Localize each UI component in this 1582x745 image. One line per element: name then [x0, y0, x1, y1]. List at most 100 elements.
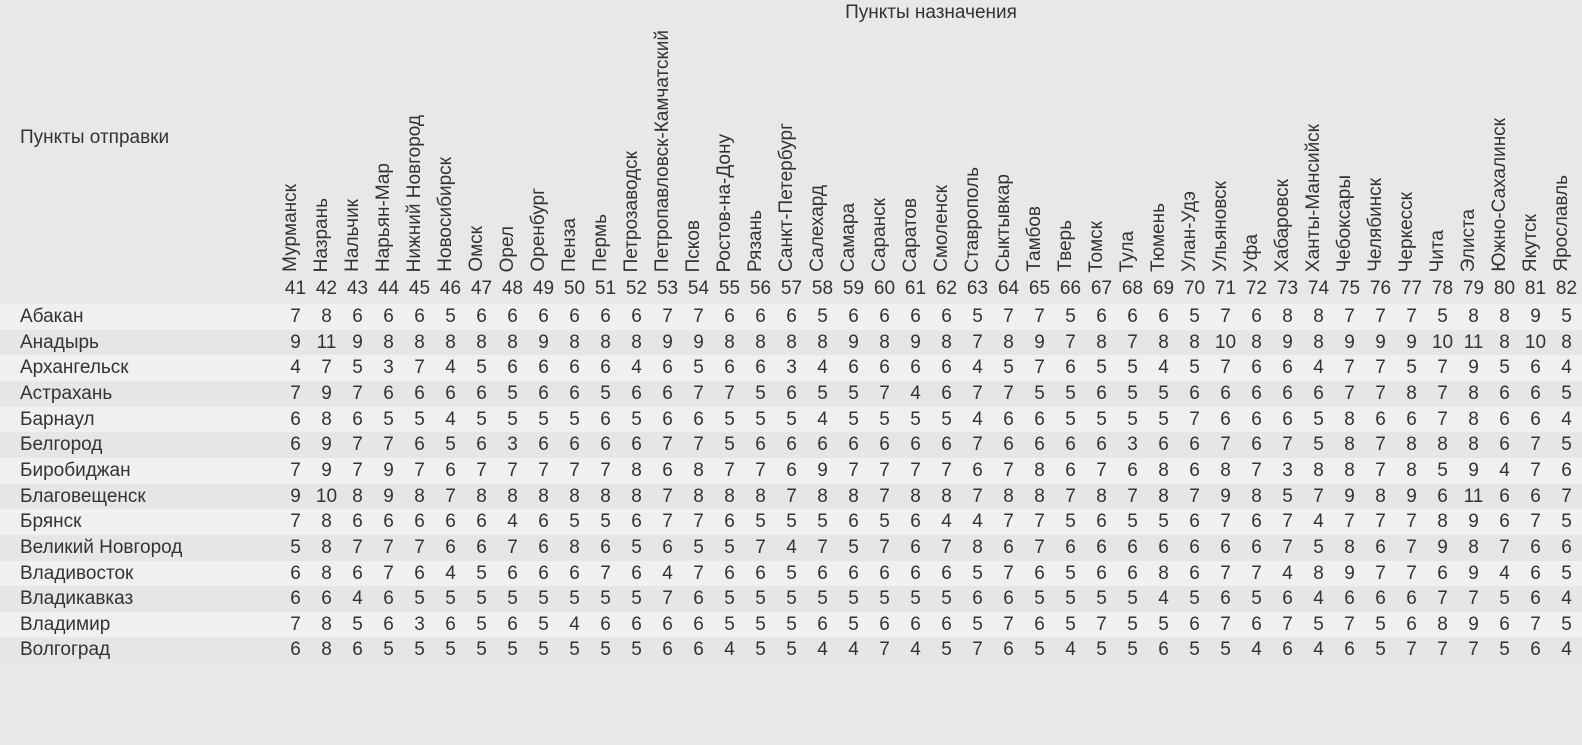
col-header: Пермь: [590, 26, 621, 276]
cell: 8: [1551, 330, 1582, 356]
cell: 6: [621, 509, 652, 535]
cell: 7: [683, 509, 714, 535]
cell: 5: [1117, 586, 1148, 612]
cell: 6: [993, 407, 1024, 433]
cell: 6: [1272, 586, 1303, 612]
col-header: Псков: [683, 26, 714, 276]
col-header-label: Южно-Сахалинск: [1489, 114, 1520, 276]
cell: 6: [1520, 535, 1551, 561]
cell: 4: [962, 509, 993, 535]
cell: 4: [1551, 586, 1582, 612]
cell: 6: [373, 509, 404, 535]
cell: 6: [1365, 407, 1396, 433]
cell: 6: [714, 355, 745, 381]
cell: 8: [1148, 561, 1179, 587]
cell: 6: [1179, 561, 1210, 587]
cell: 6: [900, 432, 931, 458]
cell: 6: [1272, 355, 1303, 381]
cell: 6: [931, 381, 962, 407]
cell: 5: [1055, 586, 1086, 612]
cell: 7: [652, 509, 683, 535]
cell: 6: [1241, 304, 1272, 330]
col-header-label: Челябинск: [1365, 174, 1396, 276]
cell: 8: [1458, 381, 1489, 407]
cell: 7: [528, 458, 559, 484]
cell: 7: [652, 484, 683, 510]
cell: 8: [621, 484, 652, 510]
cell: 6: [497, 304, 528, 330]
cell: 6: [869, 304, 900, 330]
cell: 6: [652, 407, 683, 433]
cell: 5: [962, 612, 993, 638]
cell: 6: [1024, 407, 1055, 433]
cell: 6: [869, 612, 900, 638]
cell: 7: [373, 561, 404, 587]
col-header: Томск: [1086, 26, 1117, 276]
col-header: Нижний Новгород: [404, 26, 435, 276]
cell: 8: [342, 484, 373, 510]
cell: 5: [1489, 586, 1520, 612]
cell: 8: [1303, 304, 1334, 330]
cell: 8: [1086, 484, 1117, 510]
cell: 6: [1427, 561, 1458, 587]
row-label: Астрахань: [0, 381, 280, 407]
col-header: Хабаровск: [1272, 26, 1303, 276]
cell: 5: [807, 586, 838, 612]
row-label: Великий Новгород: [0, 535, 280, 561]
col-header-label: Элиста: [1458, 205, 1489, 276]
cell: 4: [435, 355, 466, 381]
cell: 7: [714, 381, 745, 407]
cell: 8: [311, 407, 342, 433]
cell: 5: [714, 407, 745, 433]
cell: 5: [1427, 304, 1458, 330]
cell: 6: [1396, 586, 1427, 612]
cell: 4: [1272, 561, 1303, 587]
cell: 3: [776, 355, 807, 381]
cell: 6: [1117, 535, 1148, 561]
cell: 6: [466, 304, 497, 330]
cell: 5: [745, 381, 776, 407]
cell: 6: [1024, 612, 1055, 638]
cell: 8: [621, 330, 652, 356]
cell: 7: [311, 355, 342, 381]
cell: 6: [1520, 637, 1551, 663]
cell: 8: [1024, 484, 1055, 510]
cell: 3: [373, 355, 404, 381]
col-header-label: Тюмень: [1148, 199, 1179, 276]
cell: 5: [1303, 612, 1334, 638]
cell: 6: [1179, 458, 1210, 484]
cell: 9: [528, 330, 559, 356]
cell: 7: [652, 432, 683, 458]
cell: 5: [1117, 407, 1148, 433]
cell: 8: [435, 330, 466, 356]
cell: 7: [683, 561, 714, 587]
cell: 4: [435, 407, 466, 433]
cell: 7: [993, 561, 1024, 587]
cell: 4: [1148, 355, 1179, 381]
cell: 6: [1210, 407, 1241, 433]
col-header-label: Ростов-на-Дону: [714, 130, 745, 276]
col-header-label: Ярославль: [1551, 171, 1582, 276]
col-header-label: Сыктывкар: [993, 170, 1024, 276]
cell: 7: [962, 637, 993, 663]
cell: 5: [559, 637, 590, 663]
cell: 8: [1334, 407, 1365, 433]
cell: 7: [1210, 432, 1241, 458]
cell: 6: [497, 612, 528, 638]
cell: 5: [1055, 381, 1086, 407]
cell: 7: [1303, 484, 1334, 510]
cell: 6: [1055, 432, 1086, 458]
cell: 6: [559, 561, 590, 587]
cell: 8: [404, 330, 435, 356]
col-header: Мурманск: [280, 26, 311, 276]
cell: 8: [559, 484, 590, 510]
cell: 5: [528, 637, 559, 663]
cell: 6: [497, 355, 528, 381]
cell: 8: [714, 330, 745, 356]
cell: 6: [776, 458, 807, 484]
cell: 6: [807, 612, 838, 638]
cell: 7: [1334, 381, 1365, 407]
cell: 6: [652, 637, 683, 663]
cell: 7: [1365, 432, 1396, 458]
cell: 10: [1520, 330, 1551, 356]
